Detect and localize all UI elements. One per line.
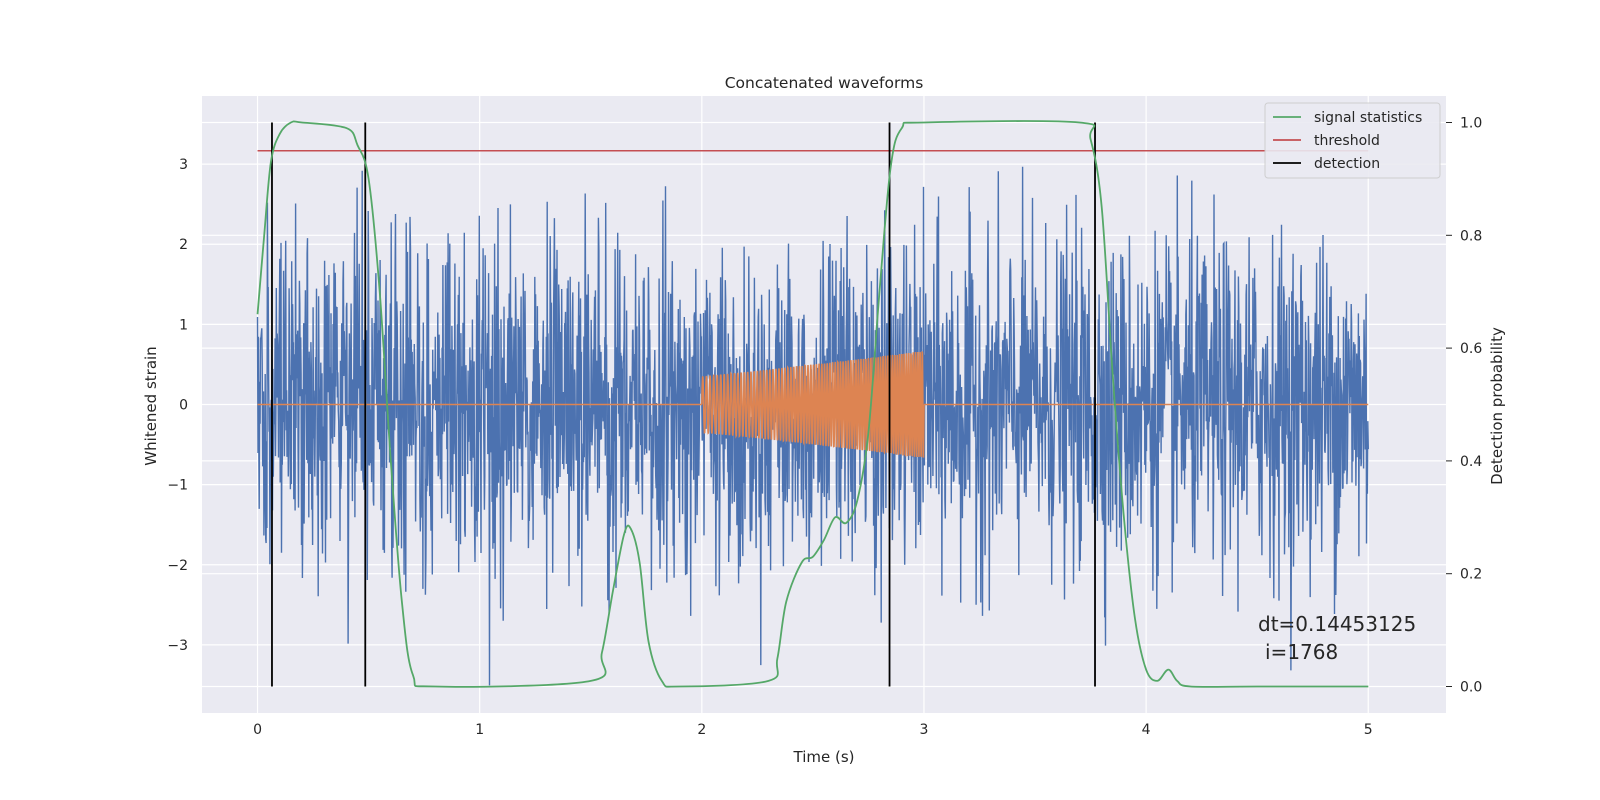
- y-left-tick-label: −2: [167, 558, 188, 574]
- x-axis-label: Time (s): [793, 748, 855, 766]
- legend-box: [1264, 102, 1441, 179]
- y-right-axis-label: Detection probability: [1488, 327, 1506, 485]
- x-tick-label: 4: [1142, 722, 1151, 738]
- y-right-tick-label: 1.0: [1460, 116, 1482, 132]
- legend-label-signal-statistics: signal statistics: [1314, 110, 1422, 126]
- y-right-tick-label: 0.8: [1460, 228, 1482, 244]
- y-left-tick-label: 3: [179, 157, 188, 173]
- chart-title: Concatenated waveforms: [725, 74, 924, 92]
- x-tick-label: 5: [1364, 722, 1373, 738]
- y-left-tick-label: 2: [179, 237, 188, 253]
- y-left-axis-label: Whitened strain: [142, 346, 160, 465]
- y-right-tick-label: 0.6: [1460, 341, 1482, 357]
- signal-statistics-line: [256, 120, 1369, 688]
- legend-label-detection: detection: [1314, 156, 1380, 172]
- y-left-tick-label: −3: [167, 638, 188, 654]
- y-left-axis-ticks: 3 2 1 0 −1 −2 −3: [167, 157, 188, 654]
- x-tick-label: 2: [697, 722, 706, 738]
- y-right-tick-label: 0.0: [1460, 679, 1482, 695]
- detection-lines: [271, 122, 1096, 687]
- y-right-tick-label: 0.2: [1460, 567, 1482, 583]
- x-tick-label: 0: [253, 722, 262, 738]
- x-axis-ticks: 0 1 2 3 4 5: [253, 722, 1373, 738]
- annotation-dt: dt=0.14453125: [1258, 612, 1416, 636]
- chirp-series-line: [257, 351, 1369, 458]
- annotation-i: i=1768: [1265, 640, 1338, 664]
- y-left-tick-label: −1: [167, 478, 188, 494]
- legend: signal statistics threshold detection: [1264, 102, 1441, 179]
- x-tick-label: 1: [475, 722, 484, 738]
- y-right-axis-ticks: 1.0 0.8 0.6 0.4 0.2 0.0: [1446, 116, 1482, 695]
- y-left-tick-label: 0: [179, 398, 188, 414]
- legend-label-threshold: threshold: [1314, 133, 1380, 149]
- y-right-tick-label: 0.4: [1460, 454, 1482, 470]
- x-tick-label: 3: [920, 722, 929, 738]
- y-left-tick-label: 1: [179, 317, 188, 333]
